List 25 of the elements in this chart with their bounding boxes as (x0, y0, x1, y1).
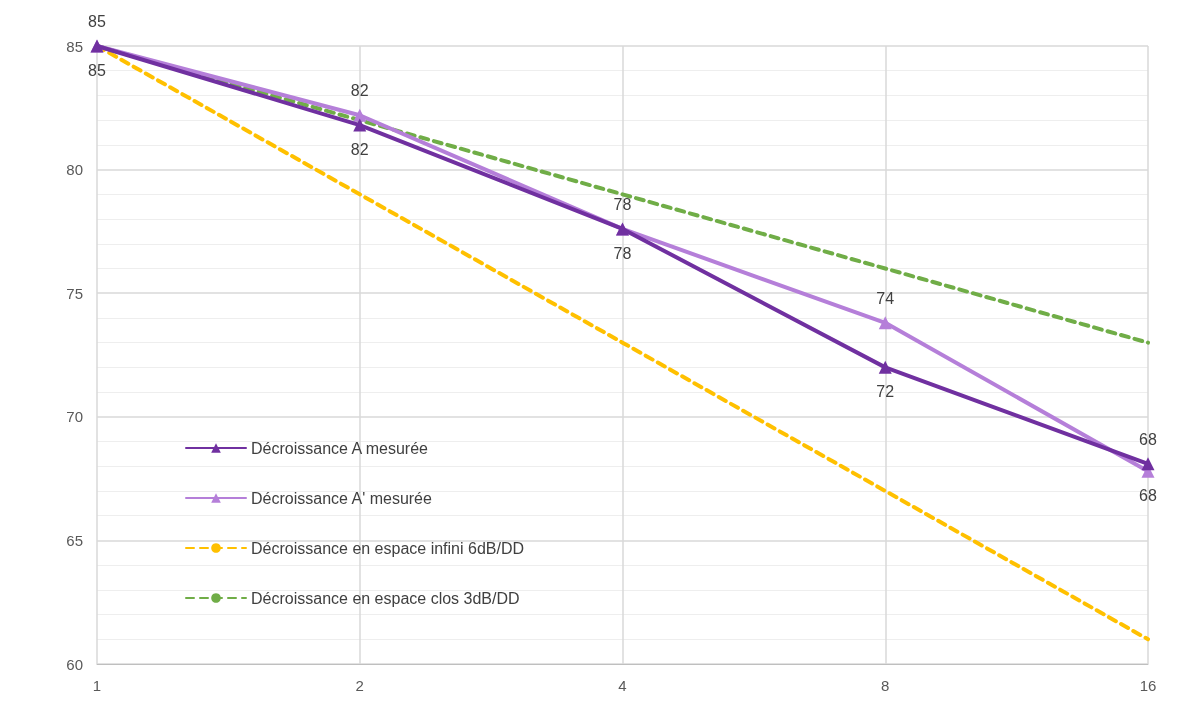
data-label: 68 (1139, 487, 1157, 505)
legend-label: Décroissance en espace infini 6dB/DD (251, 539, 525, 557)
legend-label: Décroissance en espace clos 3dB/DD (251, 589, 520, 607)
y-tick-label: 75 (66, 284, 83, 302)
y-tick-label: 60 (66, 655, 83, 673)
y-tick-label: 70 (66, 408, 83, 426)
y-tick-label: 80 (66, 161, 83, 179)
data-label: 78 (613, 195, 632, 213)
legend-label: Décroissance A mesurée (251, 439, 429, 457)
data-label: 85 (88, 62, 106, 79)
y-tick-label: 65 (66, 531, 83, 549)
y-tick-label: 85 (66, 37, 83, 55)
data-label: 85 (88, 13, 106, 30)
x-tick-label: 16 (1139, 677, 1157, 694)
x-tick-label: 8 (881, 677, 890, 694)
data-label: 72 (876, 383, 895, 401)
data-label: 78 (613, 244, 632, 262)
x-tick-label: 2 (355, 677, 364, 694)
x-tick-label: 4 (618, 677, 627, 694)
data-label: 82 (350, 82, 369, 100)
data-label: 74 (876, 289, 895, 307)
x-tick-label: 1 (92, 677, 102, 694)
legend-label: Décroissance A' mesurée (251, 489, 433, 507)
data-label: 68 (1139, 430, 1157, 448)
data-label: 82 (350, 141, 369, 159)
